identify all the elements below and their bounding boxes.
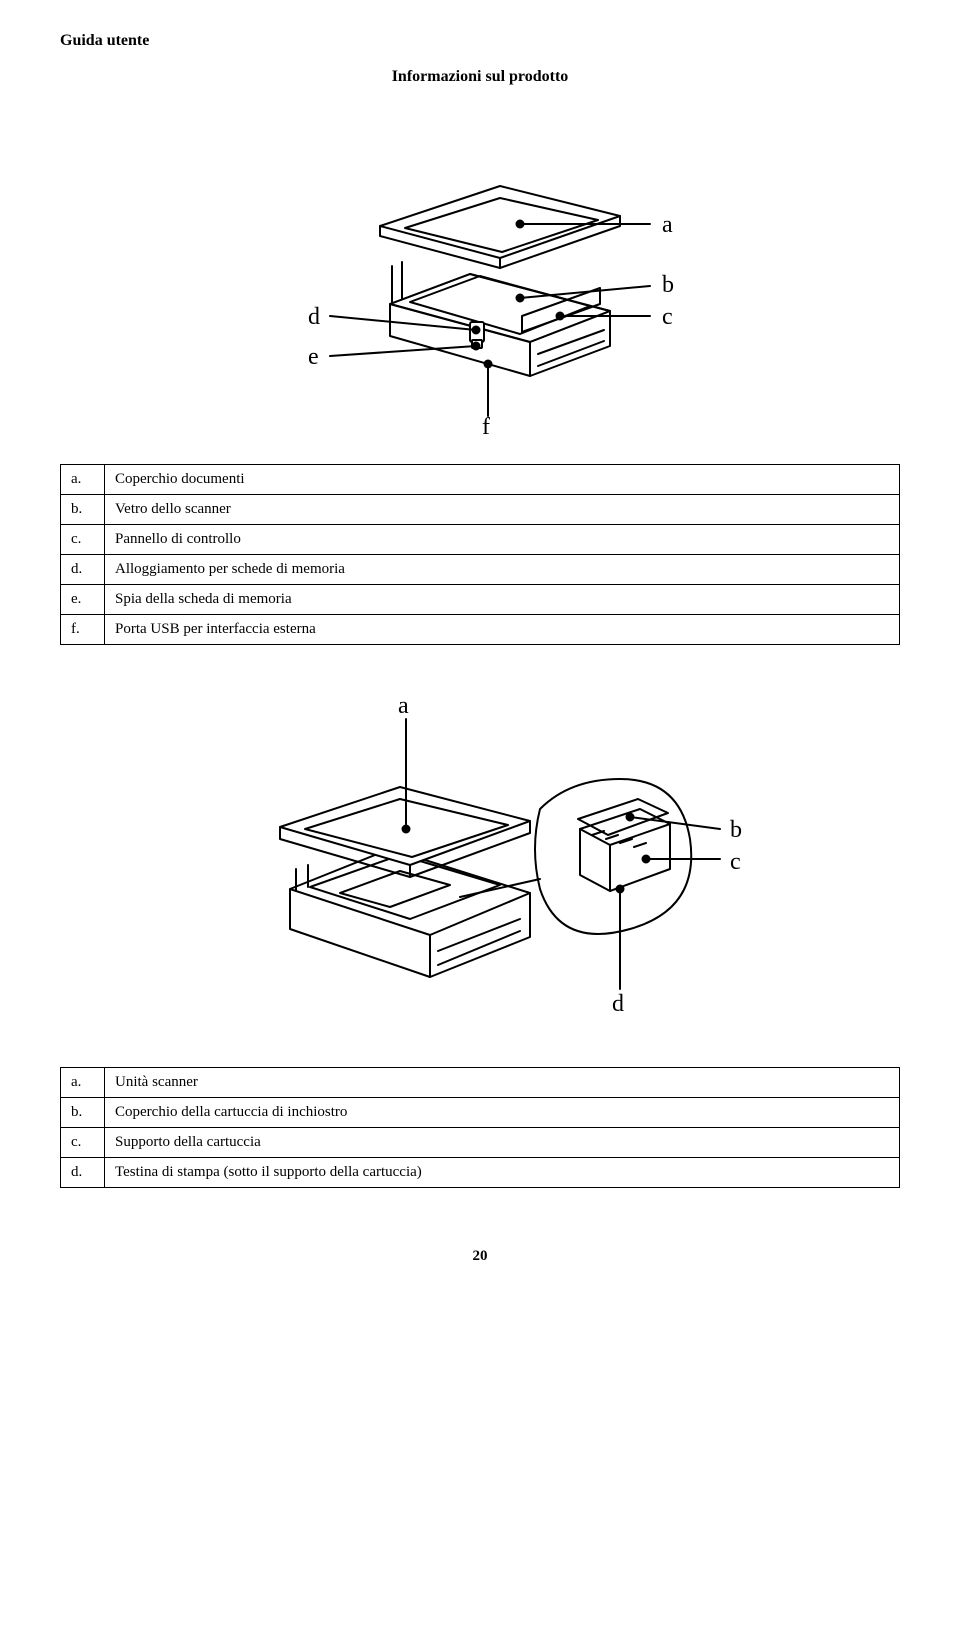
diagram1-label-a: a [662,212,673,238]
table-row: c. Supporto della cartuccia [61,1128,900,1158]
part-desc: Porta USB per interfaccia esterna [105,615,900,645]
table-row: b. Coperchio della cartuccia di inchiost… [61,1098,900,1128]
part-desc: Coperchio documenti [105,465,900,495]
header-center: Informazioni sul prodotto [60,68,900,86]
part-desc: Pannello di controllo [105,525,900,555]
parts-table-2: a. Unità scanner b. Coperchio della cart… [60,1067,900,1188]
diagram-2: a b c d [60,679,900,1039]
part-desc: Vetro dello scanner [105,495,900,525]
part-letter: b. [61,1098,105,1128]
table-row: a. Unità scanner [61,1068,900,1098]
table-row: e. Spia della scheda di memoria [61,585,900,615]
diagram2-label-a: a [398,693,409,719]
diagram1-label-f: f [482,414,490,436]
table-row: f. Porta USB per interfaccia esterna [61,615,900,645]
diagram1-label-e: e [308,344,319,370]
part-desc: Coperchio della cartuccia di inchiostro [105,1098,900,1128]
parts-table-1: a. Coperchio documenti b. Vetro dello sc… [60,464,900,645]
diagram2-label-b: b [730,817,742,843]
part-desc: Testina di stampa (sotto il supporto del… [105,1158,900,1188]
part-desc: Unità scanner [105,1068,900,1098]
part-letter: b. [61,495,105,525]
part-desc: Alloggiamento per schede di memoria [105,555,900,585]
table-row: a. Coperchio documenti [61,465,900,495]
part-letter: d. [61,555,105,585]
part-desc: Supporto della cartuccia [105,1128,900,1158]
diagram1-label-d: d [308,304,320,330]
part-desc: Spia della scheda di memoria [105,585,900,615]
part-letter: a. [61,465,105,495]
diagram1-label-b: b [662,272,674,298]
part-letter: e. [61,585,105,615]
part-letter: c. [61,525,105,555]
table-row: c. Pannello di controllo [61,525,900,555]
table-row: d. Alloggiamento per schede di memoria [61,555,900,585]
diagram1-label-c: c [662,304,673,330]
table-row: b. Vetro dello scanner [61,495,900,525]
part-letter: a. [61,1068,105,1098]
part-letter: f. [61,615,105,645]
part-letter: c. [61,1128,105,1158]
part-letter: d. [61,1158,105,1188]
diagram-1: a b c d e f [60,116,900,436]
page-number: 20 [60,1248,900,1265]
diagram2-label-c: c [730,849,741,875]
table-row: d. Testina di stampa (sotto il supporto … [61,1158,900,1188]
header-left: Guida utente [60,32,900,50]
diagram2-label-d: d [612,991,624,1017]
